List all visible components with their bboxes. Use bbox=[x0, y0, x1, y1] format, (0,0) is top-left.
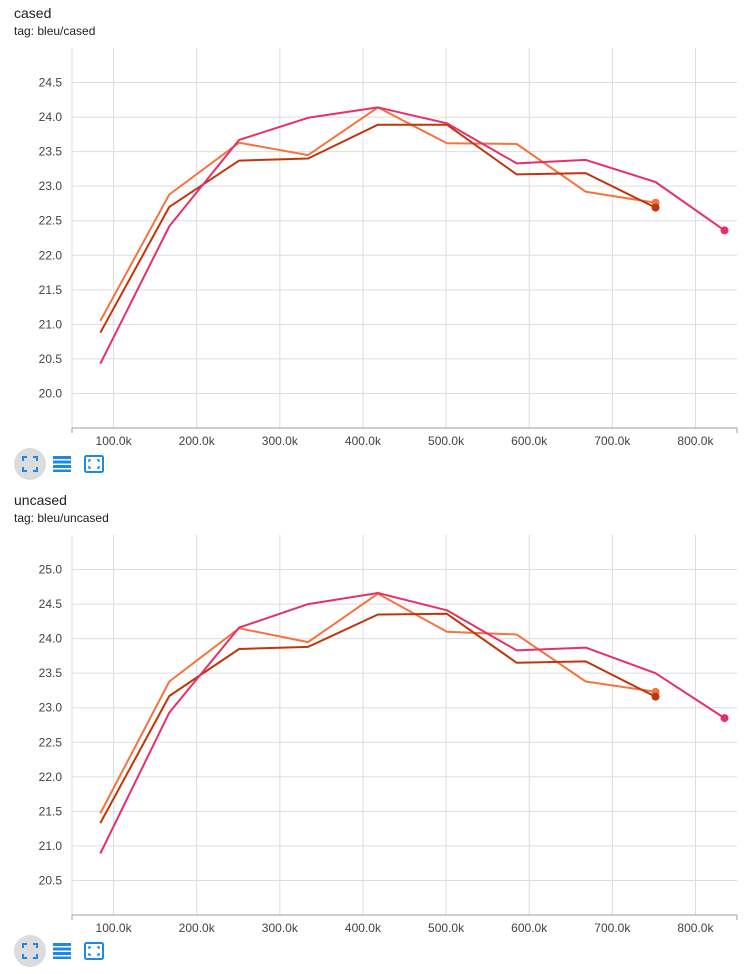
y-tick-label: 20.5 bbox=[39, 352, 63, 366]
line-chart-cased[interactable]: 100.0k 200.0k 300.0k 400.0k 500.0k 600.0k 700.… bbox=[0, 42, 749, 487]
y-tick-label: 20.5 bbox=[39, 873, 63, 887]
data-selection-icon bbox=[53, 943, 71, 959]
y-tick-label: 23.5 bbox=[39, 666, 63, 680]
series-line bbox=[99, 106, 656, 322]
data-selection-icon bbox=[53, 456, 71, 472]
fit-domain-icon bbox=[84, 942, 104, 960]
y-tick-label: 23.5 bbox=[39, 145, 63, 159]
y-tick-label: 24.5 bbox=[39, 76, 63, 90]
line-chart-uncased[interactable]: 100.0k 200.0k 300.0k 400.0k 500.0k 600.0k 700.… bbox=[0, 529, 749, 974]
x-tick-label: 600.0k bbox=[511, 434, 548, 448]
fit-domain-button[interactable] bbox=[78, 448, 110, 480]
y-tick-label: 22.0 bbox=[39, 770, 63, 784]
data-selection-button[interactable] bbox=[46, 935, 78, 967]
y-tick-label: 21.0 bbox=[39, 317, 63, 331]
series-endpoint bbox=[651, 692, 660, 701]
card-title: cased bbox=[14, 5, 52, 21]
fit-domain-icon bbox=[84, 455, 104, 473]
x-tick-label: 700.0k bbox=[594, 921, 631, 935]
y-tick-label: 24.0 bbox=[39, 110, 63, 124]
x-tick-label: 700.0k bbox=[594, 434, 631, 448]
y-tick-label: 20.0 bbox=[39, 386, 63, 400]
series-line bbox=[99, 592, 726, 854]
x-tick-label: 500.0k bbox=[428, 921, 465, 935]
x-tick-label: 300.0k bbox=[262, 434, 299, 448]
x-tick-label: 600.0k bbox=[511, 921, 548, 935]
x-tick-label: 100.0k bbox=[96, 434, 133, 448]
series-endpoint bbox=[720, 226, 729, 235]
series-endpoint bbox=[720, 714, 729, 723]
x-tick-label: 300.0k bbox=[262, 921, 299, 935]
chart-toolbar bbox=[14, 448, 110, 480]
fit-domain-button[interactable] bbox=[78, 935, 110, 967]
y-tick-label: 24.5 bbox=[39, 597, 63, 611]
data-selection-button[interactable] bbox=[46, 448, 78, 480]
x-tick-label: 100.0k bbox=[96, 921, 133, 935]
y-tick-label: 23.0 bbox=[39, 701, 63, 715]
y-tick-label: 21.5 bbox=[39, 804, 63, 818]
x-tick-label: 200.0k bbox=[179, 921, 216, 935]
fullscreen-button[interactable] bbox=[14, 935, 46, 967]
chart-card-cased: cased tag: bleu/cased 100.0k 200.0k 300.0k… bbox=[0, 5, 749, 487]
fullscreen-icon bbox=[22, 943, 38, 959]
x-tick-label: 400.0k bbox=[345, 921, 382, 935]
card-title: uncased bbox=[14, 492, 67, 508]
x-tick-label: 500.0k bbox=[428, 434, 465, 448]
series-endpoint bbox=[651, 203, 660, 212]
fullscreen-icon bbox=[22, 456, 38, 472]
y-tick-label: 25.0 bbox=[39, 563, 63, 577]
y-tick-label: 24.0 bbox=[39, 632, 63, 646]
x-tick-label: 200.0k bbox=[179, 434, 216, 448]
card-tag: tag: bleu/uncased bbox=[14, 511, 109, 525]
series-line bbox=[99, 106, 726, 365]
x-tick-label: 800.0k bbox=[677, 921, 714, 935]
series-line bbox=[99, 123, 656, 334]
y-tick-label: 21.5 bbox=[39, 283, 63, 297]
x-tick-label: 400.0k bbox=[345, 434, 382, 448]
y-tick-label: 22.0 bbox=[39, 248, 63, 262]
y-tick-label: 23.0 bbox=[39, 179, 63, 193]
y-tick-label: 22.5 bbox=[39, 735, 63, 749]
series-line bbox=[99, 612, 656, 824]
chart-toolbar bbox=[14, 935, 110, 967]
x-tick-label: 800.0k bbox=[677, 434, 714, 448]
card-tag: tag: bleu/cased bbox=[14, 24, 96, 38]
chart-card-uncased: uncased tag: bleu/uncased 100.0k 200.0k 30… bbox=[0, 487, 749, 973]
fullscreen-button[interactable] bbox=[14, 448, 46, 480]
y-tick-label: 22.5 bbox=[39, 214, 63, 228]
series-line bbox=[99, 592, 656, 814]
y-tick-label: 21.0 bbox=[39, 839, 63, 853]
